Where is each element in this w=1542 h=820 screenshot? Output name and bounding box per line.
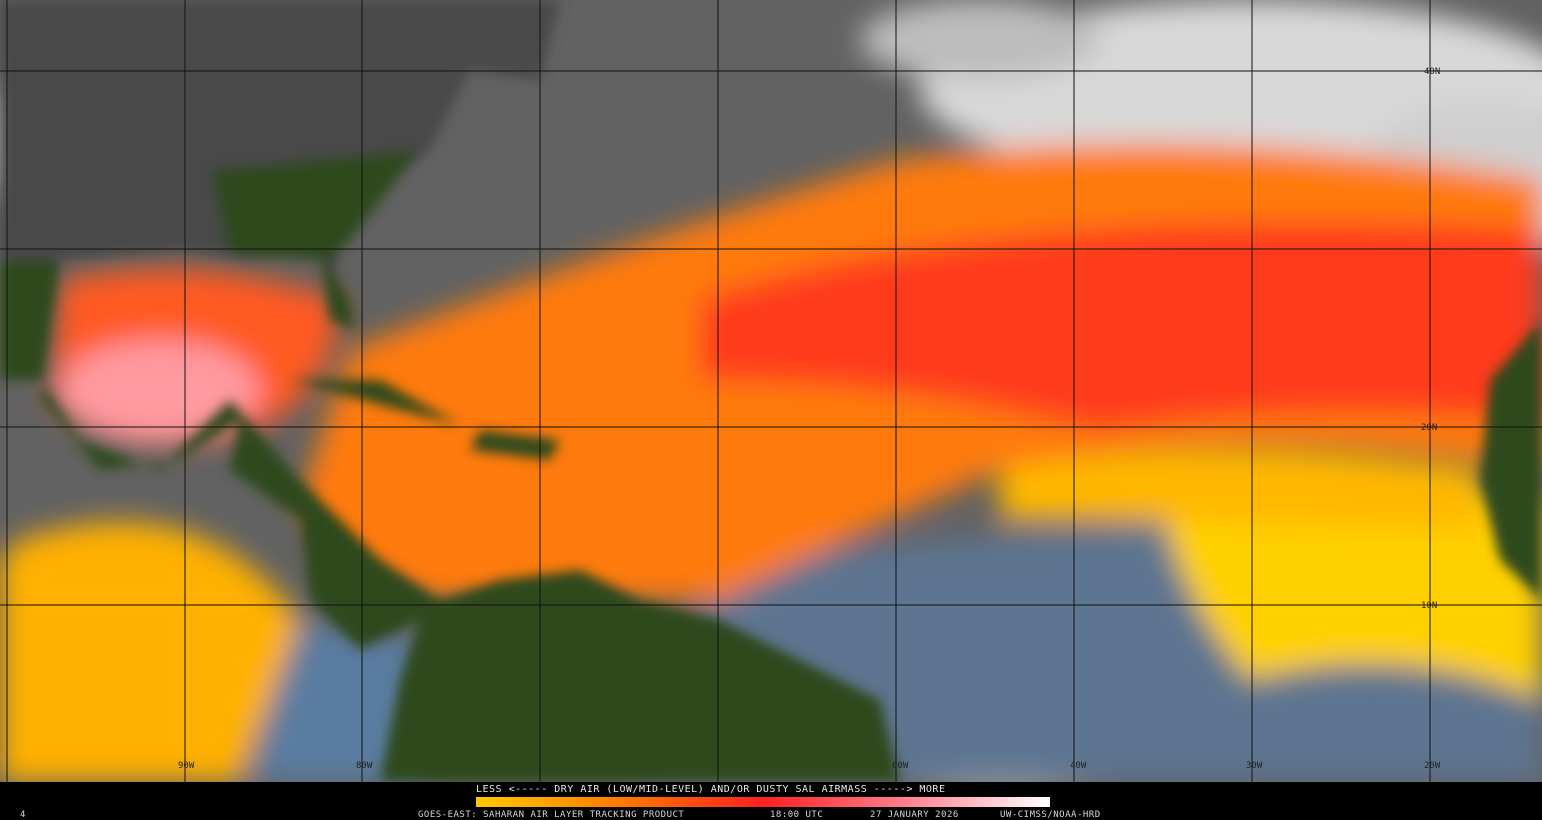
product-name: GOES-EAST: SAHARAN AIR LAYER TRACKING PR… [418,810,684,820]
graticule [0,0,1542,782]
lat-label: 20N [1421,423,1437,433]
credit: UW-CIMSS/NOAA-HRD [1000,810,1101,820]
lon-label: 40W [1070,761,1087,771]
lon-label: 30W [1246,761,1263,771]
frame-number: 4 [20,810,26,820]
lat-label: 40N [1424,67,1440,77]
imagery [0,0,1542,790]
legend-text: LESS <----- DRY AIR (LOW/MID-LEVEL) AND/… [476,784,945,795]
color-scale [476,797,1050,807]
legend-bar: LESS <----- DRY AIR (LOW/MID-LEVEL) AND/… [0,782,1542,820]
lon-label: 80W [356,761,373,771]
lat-label: 10N [1421,601,1437,611]
lon-label: 90W [178,761,195,771]
time: 18:00 UTC [770,810,823,820]
lon-label: 20W [1424,761,1441,771]
grid-labels: 40N 20N 10N 90W 80W 60W 40W 30W 20W [178,67,1441,771]
date: 27 JANUARY 2026 [870,810,959,820]
lon-label: 60W [892,761,909,771]
